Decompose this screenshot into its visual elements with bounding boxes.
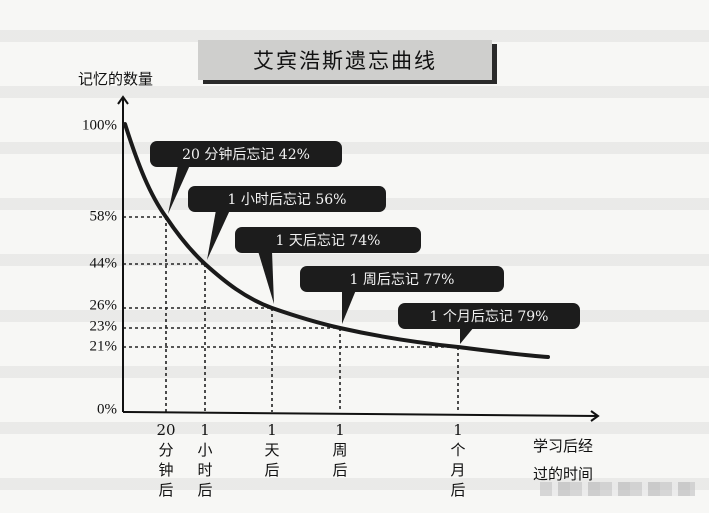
y-tick-100: 100% [82, 117, 117, 134]
x-tick-20min: 20 分 钟 后 [154, 420, 178, 500]
x-tick-line: 周 [332, 441, 348, 459]
x-tick-line: 后 [264, 461, 280, 479]
x-tick-line: 时 [197, 461, 213, 479]
x-tick-line: 天 [264, 441, 280, 459]
y-tick-23: 23% [89, 318, 118, 335]
x-axis-label: 学习后经 过的时间 [533, 432, 623, 488]
x-tick-line: 后 [332, 461, 348, 479]
x-tick-line: 1 [335, 421, 345, 439]
callout-1day: 1 天后忘记 74% [235, 227, 421, 253]
x-tick-line: 后 [158, 481, 174, 499]
x-tick-line: 小 [197, 441, 213, 459]
callout-1month: 1 个月后忘记 79% [398, 303, 580, 329]
x-tick-line: 月 [450, 461, 466, 479]
pixelated-watermark [540, 482, 695, 496]
chart-title-text: 艾宾浩斯遗忘曲线 [253, 49, 437, 73]
x-tick-line: 1 [453, 421, 463, 439]
guide-lines [123, 216, 459, 412]
callout-pointers [168, 165, 474, 344]
x-tick-line: 20 [156, 421, 176, 439]
y-tick-21: 21% [89, 338, 118, 355]
forgetting-curve-line [123, 122, 550, 359]
y-tick-58: 58% [89, 208, 118, 225]
y-axis-label: 记忆的数量 [78, 70, 154, 88]
callout-1hour: 1 小时后忘记 56% [188, 186, 386, 212]
x-axis-arrow-icon [590, 410, 600, 422]
axes [117, 95, 600, 422]
x-tick-line: 分 [158, 441, 174, 459]
x-tick-line: 1 [267, 421, 277, 439]
callout-1week: 1 周后忘记 77% [300, 266, 504, 292]
y-tick-26: 26% [89, 297, 118, 314]
x-tick-1week: 1 周 后 [328, 420, 352, 480]
x-tick-line: 1 [200, 421, 210, 439]
x-tick-line: 后 [197, 481, 213, 499]
y-axis-arrow-icon [117, 95, 129, 105]
x-tick-1hour: 1 小 时 后 [193, 420, 217, 500]
y-tick-0: 0% [97, 401, 117, 418]
x-tick-1day: 1 天 后 [260, 420, 284, 480]
x-tick-line: 个 [450, 441, 466, 459]
y-tick-44: 44% [89, 255, 118, 272]
callout-20min: 20 分钟后忘记 42% [150, 141, 342, 167]
x-tick-1month: 1 个 月 后 [446, 420, 470, 500]
chart-title: 艾宾浩斯遗忘曲线 [198, 40, 492, 80]
x-axis [122, 411, 599, 417]
x-axis-label-line2: 过的时间 [533, 465, 594, 483]
x-tick-line: 后 [450, 481, 466, 499]
x-axis-label-line1: 学习后经 [533, 437, 594, 455]
x-tick-line: 钟 [158, 461, 174, 479]
